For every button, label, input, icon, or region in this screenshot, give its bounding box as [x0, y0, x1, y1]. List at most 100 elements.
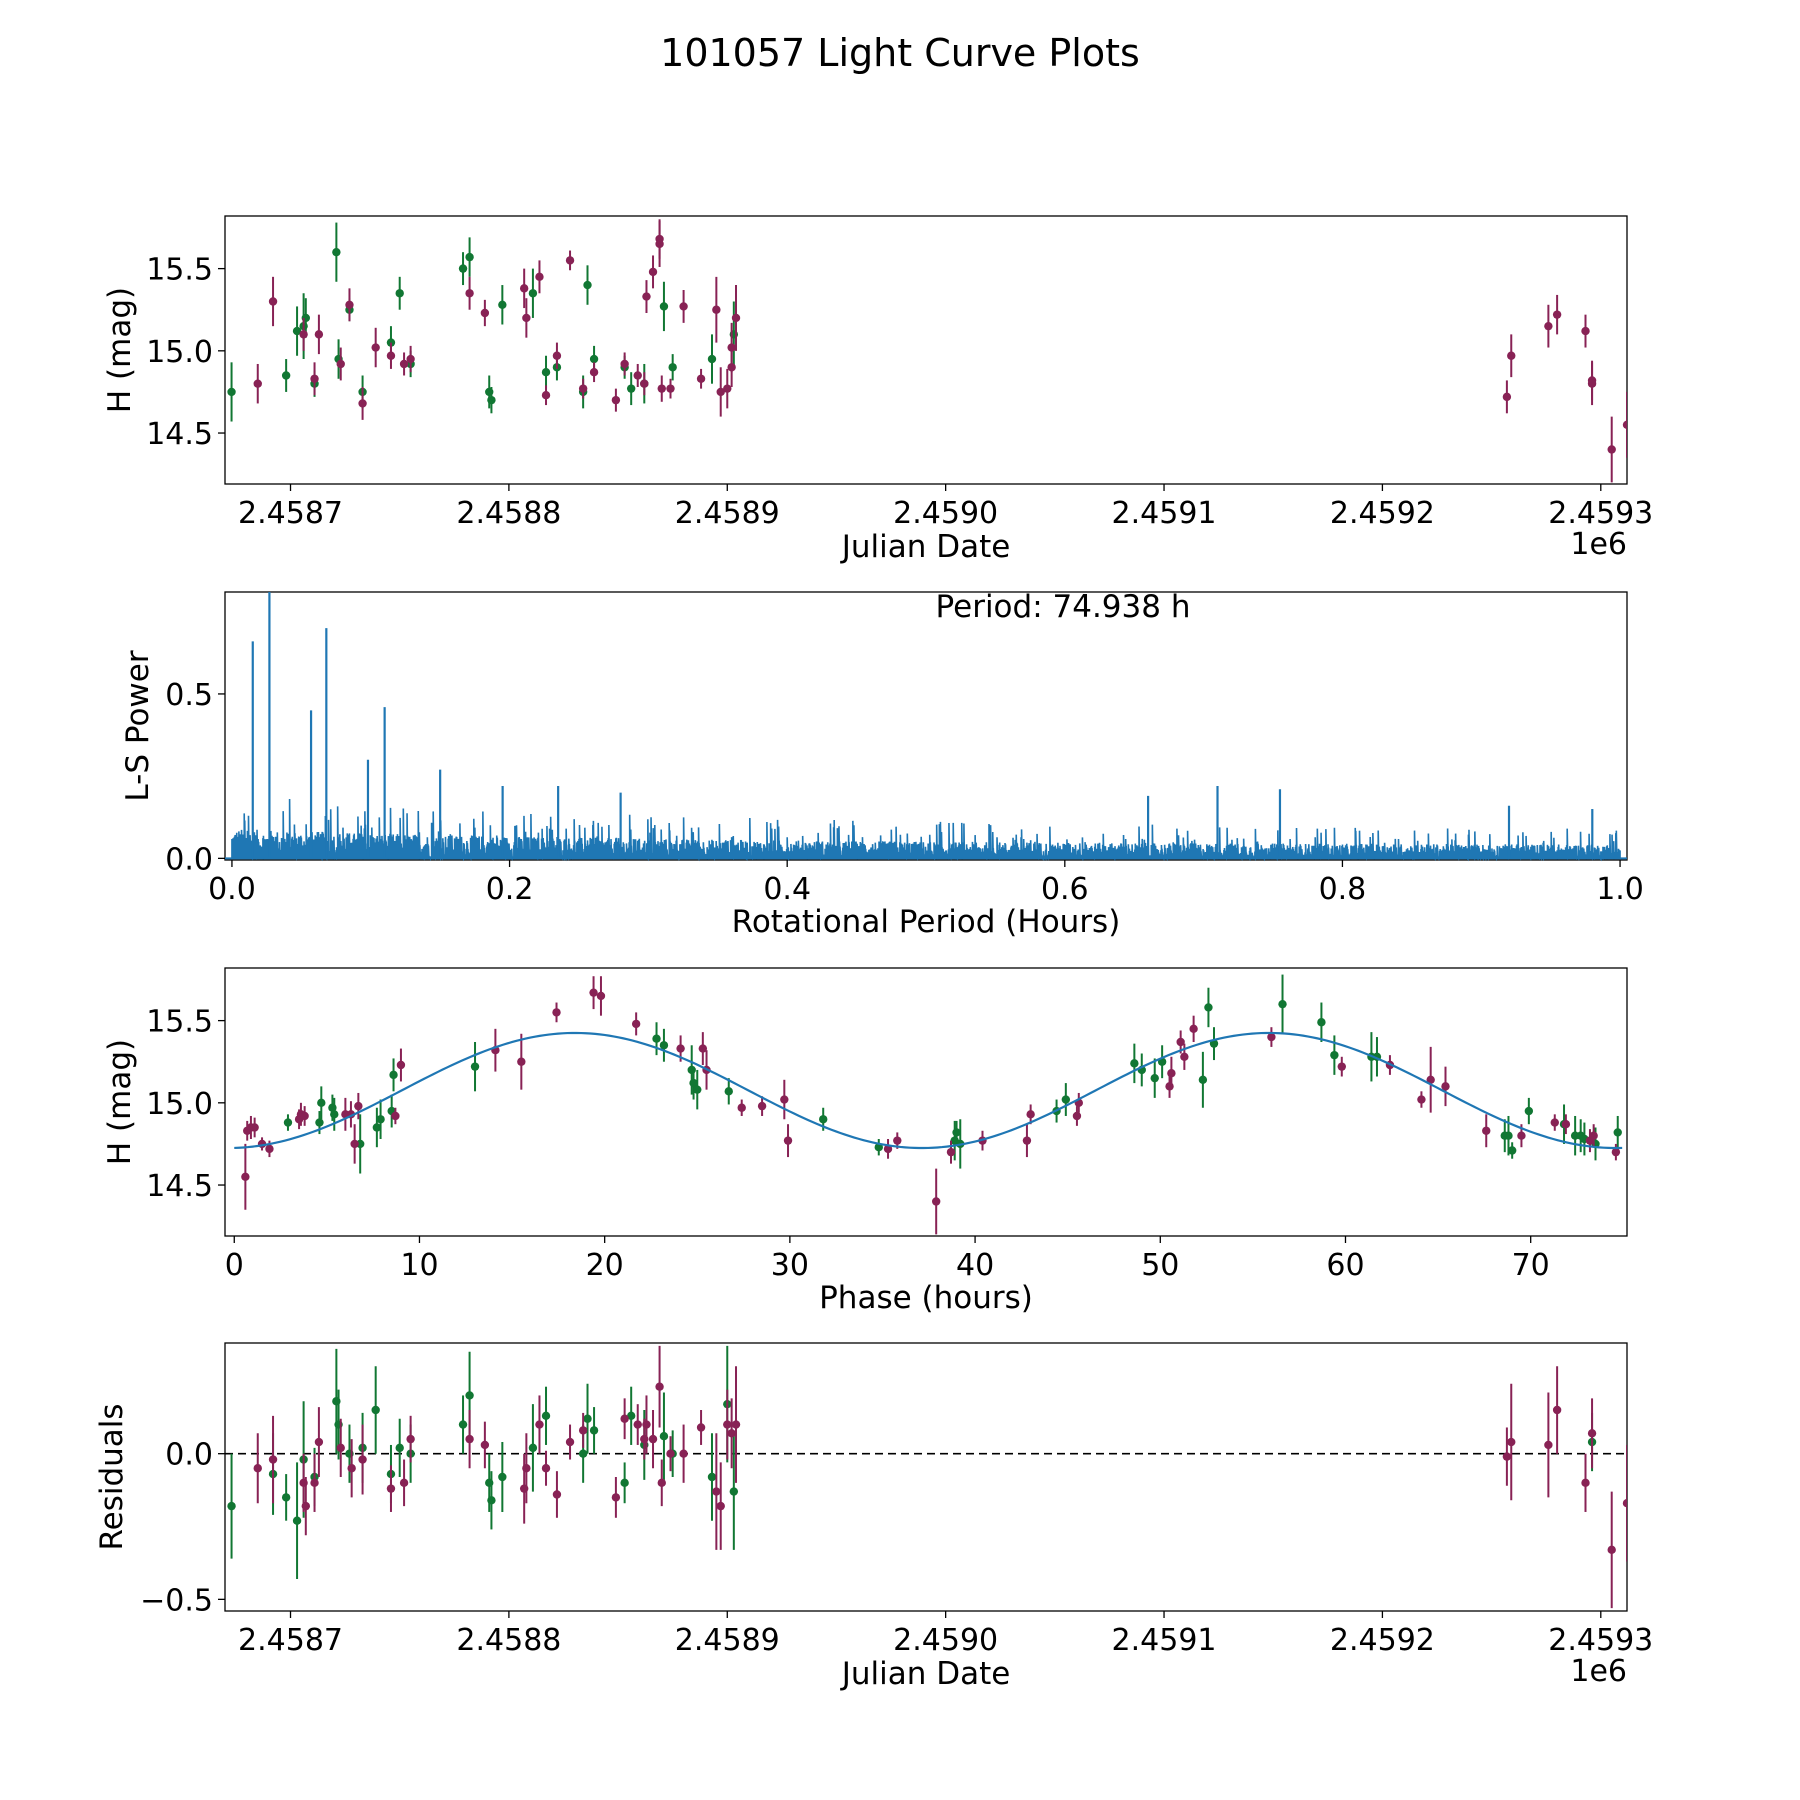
p3-point-maroon [1550, 1118, 1559, 1127]
p1-point-maroon [640, 379, 649, 388]
p3-point-green [1504, 1131, 1513, 1140]
p2-xtick-label: 0.8 [1319, 872, 1367, 907]
p4-ytick-label: 0.0 [165, 1438, 213, 1473]
p3-point-maroon [1611, 1147, 1621, 1157]
p1-point-maroon [611, 395, 621, 405]
p1-point-green [386, 338, 396, 347]
p4-point-maroon [552, 1490, 562, 1499]
panel4-ticks: 2.4587 2.4588 2.4589 2.4590 2.4591 2.4592 2.45… [140, 1438, 1653, 1658]
p4-point-maroon [480, 1440, 490, 1450]
panel4-ylabel: Residuals [94, 1403, 130, 1550]
p1-point-maroon [633, 371, 642, 380]
p4-point-maroon [1607, 1545, 1616, 1555]
p4-point-green [659, 1432, 669, 1441]
p3-xtick-label: 60 [1326, 1248, 1364, 1283]
p3-point-maroon [1165, 1082, 1174, 1091]
p3-plot-area [234, 974, 1623, 1235]
p1-point-green [332, 247, 341, 257]
p4-point-maroon [1552, 1405, 1562, 1415]
p1-point-maroon [723, 384, 732, 393]
p3-point-maroon [1267, 1032, 1276, 1042]
p4-point-maroon [727, 1429, 736, 1438]
panel2-marks [225, 592, 1627, 862]
p4-point-maroon [655, 1382, 664, 1391]
p4-point-maroon [657, 1478, 666, 1488]
p3-point-maroon [396, 1060, 406, 1070]
p1-ytick-label: 14.5 [146, 417, 213, 452]
p2-ytick-label: 0.0 [165, 842, 213, 877]
panel3-ticks: 0 10 20 30 40 50 60 70 14.5 15.0 15.5 [146, 1005, 1550, 1283]
p3-xtick-label: 0 [225, 1248, 244, 1283]
p3-xtick-label: 40 [956, 1248, 994, 1283]
p4-point-green [620, 1478, 629, 1488]
p3-point-green [652, 1034, 661, 1043]
p3-xtick-label: 70 [1512, 1248, 1550, 1283]
p3-point-maroon [1189, 1024, 1198, 1034]
p1-point-maroon [480, 308, 490, 318]
p1-point-maroon [657, 384, 666, 393]
p4-point-green [458, 1420, 468, 1429]
p4-point-maroon [386, 1484, 396, 1493]
p3-point-green [659, 1041, 669, 1050]
p1-point-green [395, 289, 404, 298]
p1-point-maroon [314, 330, 324, 339]
p4-point-green [528, 1443, 538, 1453]
p4-point-maroon [578, 1426, 588, 1435]
p1-point-maroon [655, 234, 664, 244]
p3-point-green [1204, 1003, 1213, 1012]
p2-xtick-label: 0.6 [1041, 872, 1089, 907]
panel1: 2.4587 2.4588 2.4589 2.4590 2.4591 2.4592 2.45… [102, 215, 1653, 565]
p4-xtick-label: 2.4592 [1330, 1623, 1435, 1658]
p4-point-maroon [314, 1437, 324, 1447]
figure-title: 101057 Light Curve Plots [660, 31, 1140, 75]
p4-point-maroon [336, 1443, 345, 1453]
p4-xtick-label: 2.4593 [1548, 1623, 1653, 1658]
p1-point-maroon [1552, 310, 1562, 319]
p4-point-green [465, 1391, 474, 1400]
p4-point-maroon [1544, 1440, 1553, 1450]
panel1-ylabel: H (mag) [102, 287, 138, 413]
p3-point-maroon [931, 1197, 941, 1206]
p1-point-green [465, 252, 474, 262]
p1-point-green [668, 363, 677, 372]
p4-point-maroon [541, 1464, 551, 1473]
p2-ytick-label: 0.5 [165, 678, 213, 713]
p1-point-green [659, 302, 669, 311]
p3-point-maroon [250, 1123, 259, 1132]
p3-point-maroon [1482, 1126, 1491, 1135]
p1-point-maroon [345, 300, 354, 309]
p4-point-maroon [696, 1423, 706, 1432]
p3-point-maroon [1561, 1119, 1571, 1129]
p4-point-maroon [465, 1434, 474, 1444]
p3-point-green [1198, 1075, 1208, 1085]
p3-point-green [1330, 1050, 1339, 1060]
p4-point-maroon [1502, 1452, 1512, 1461]
p3-point-green [687, 1065, 696, 1075]
p1-point-maroon [399, 359, 409, 369]
p1-point-maroon [465, 289, 474, 298]
p1-plot-area [227, 219, 1627, 483]
p4-xtick-label: 2.4587 [238, 1623, 343, 1658]
p4-point-maroon [253, 1464, 262, 1473]
p4-point-maroon [679, 1449, 688, 1458]
p1-point-maroon [578, 384, 588, 393]
p1-point-maroon [565, 256, 575, 265]
p3-point-maroon [350, 1139, 359, 1149]
p3-point-maroon [631, 1019, 641, 1029]
p1-point-maroon [310, 374, 319, 383]
p3-point-maroon [893, 1136, 902, 1145]
p1-point-maroon [253, 379, 262, 388]
p4-point-maroon [716, 1501, 725, 1511]
p4-point-green [292, 1516, 302, 1525]
p3-point-maroon [1022, 1136, 1032, 1145]
panel4-frame [224, 1342, 1628, 1612]
p1-point-maroon [541, 391, 551, 400]
p1-point-maroon [358, 399, 367, 408]
p1-point-maroon [406, 354, 415, 364]
p4-ytick-label: −0.5 [140, 1583, 213, 1618]
p3-point-green [819, 1115, 828, 1124]
p4-xtick-label: 2.4589 [675, 1623, 780, 1658]
p3-point-green [1317, 1018, 1326, 1027]
p4-point-maroon [301, 1501, 311, 1511]
